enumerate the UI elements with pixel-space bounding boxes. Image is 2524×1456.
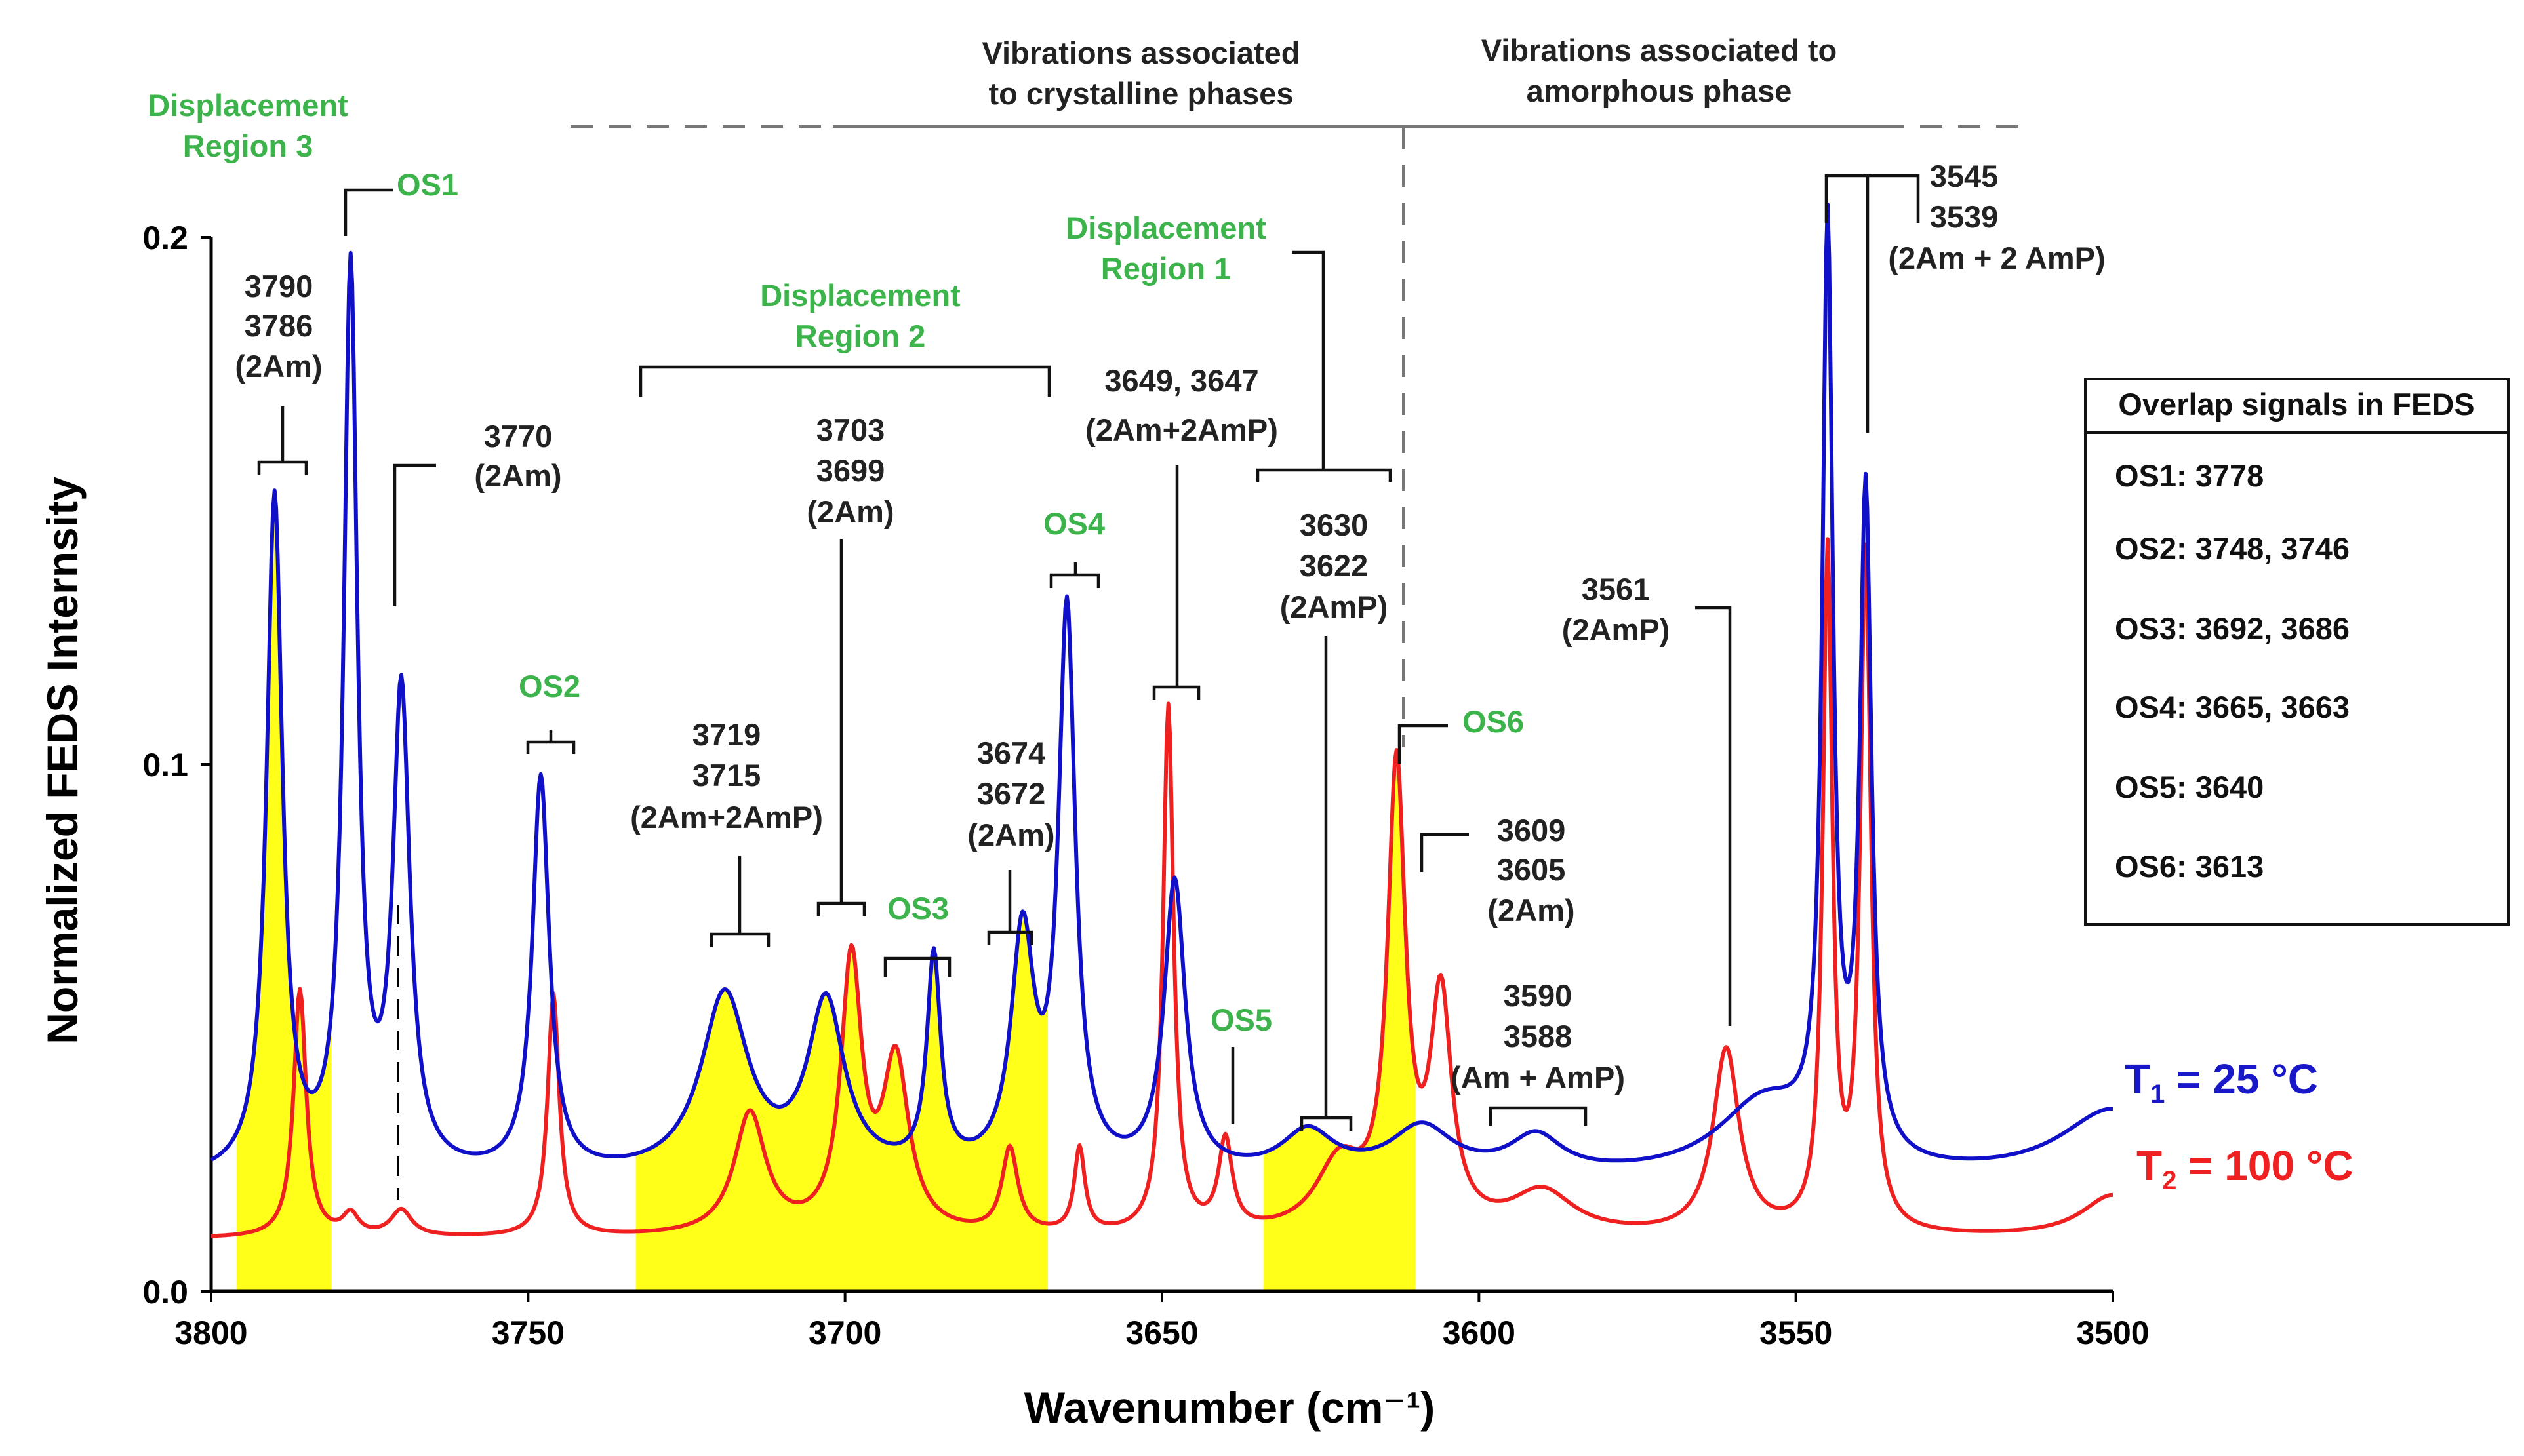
series-lines <box>210 202 2113 1238</box>
peak-label-3545-l3: (2Am + 2 AmP) <box>1888 241 2105 275</box>
peak-label-3719-l2: 3715 <box>692 758 761 793</box>
header-crystalline-line1: Vibrations associated <box>982 35 1300 70</box>
overlap-signals-box: Overlap signals in FEDS OS1: 3778 OS2: 3… <box>2084 378 2510 926</box>
x-tick-label: 3600 <box>1443 1314 1515 1351</box>
peak-label-3561-l2: (2AmP) <box>1562 612 1670 647</box>
peak-label-3630-l3: (2AmP) <box>1280 589 1388 624</box>
peak-label-3561: 3561 (2AmP) <box>1562 572 1670 647</box>
y-tick-label: 0.2 <box>142 220 188 256</box>
x-tick-label: 3500 <box>2076 1314 2149 1351</box>
peak-label-3703-l3: (2Am) <box>807 494 894 529</box>
shaded-region-3 <box>1263 750 1416 1291</box>
disp-region2-line2: Region 2 <box>795 319 925 353</box>
overlap-item: OS4: 3665, 3663 <box>2115 690 2350 724</box>
peak-label-3674-l2: 3672 <box>977 776 1046 811</box>
peak-label-3545: 3545 3539 (2Am + 2 AmP) <box>1888 159 2105 275</box>
x-tick-label: 3650 <box>1125 1314 1198 1351</box>
legend-t1: T1 = 25 °C <box>2125 1055 2318 1109</box>
peak-label-3790: 3790 3786 (2Am) <box>235 269 322 384</box>
overlap-item: OS3: 3692, 3686 <box>2115 611 2350 646</box>
disp-region3-line2: Region 3 <box>183 128 313 163</box>
series-line-t1-25c <box>210 202 2113 1163</box>
overlap-item: OS1: 3778 <box>2115 458 2264 493</box>
y-tick-label: 0.1 <box>142 747 188 783</box>
os2-label: OS2 <box>519 669 580 703</box>
shaded-region-1 <box>236 490 332 1291</box>
os3-label: OS3 <box>887 891 949 926</box>
peak-label-3630-l1: 3630 <box>1300 507 1369 542</box>
x-tick-label: 3550 <box>1759 1314 1832 1351</box>
peak-label-3630-l2: 3622 <box>1300 548 1369 583</box>
peak-label-3590-l2: 3588 <box>1504 1019 1572 1053</box>
peak-label-3545-l2: 3539 <box>1930 199 1999 234</box>
peak-label-3609: 3609 3605 (2Am) <box>1487 813 1574 928</box>
peak-label-3590-l3: (Am + AmP) <box>1451 1060 1625 1095</box>
disp-region1-line2: Region 1 <box>1101 251 1231 286</box>
peak-label-3719-l1: 3719 <box>692 717 761 752</box>
header-amorphous-line2: amorphous phase <box>1527 73 1792 108</box>
peak-label-3561-l1: 3561 <box>1582 572 1651 606</box>
shaded-region-2 <box>635 911 1048 1291</box>
peak-label-3630: 3630 3622 (2AmP) <box>1280 507 1388 624</box>
series-line-t2-100c <box>210 537 2113 1238</box>
peak-label-3703-l2: 3699 <box>816 453 885 488</box>
peak-label-3703-l1: 3703 <box>816 412 885 447</box>
disp-region3-line1: Displacement <box>148 88 348 123</box>
peak-label-3770: 3770 (2Am) <box>474 419 561 493</box>
peak-label-3719: 3719 3715 (2Am+2AmP) <box>630 717 823 835</box>
overlap-item: OS2: 3748, 3746 <box>2115 531 2350 566</box>
peak-label-3674-l3: (2Am) <box>967 817 1054 852</box>
peak-label-3649-l1: 3649, 3647 <box>1104 363 1258 398</box>
os5-label: OS5 <box>1211 1002 1272 1037</box>
annotation-brackets <box>257 174 1920 1131</box>
peak-label-3609-l2: 3605 <box>1497 852 1566 887</box>
peak-label-3590: 3590 3588 (Am + AmP) <box>1451 978 1625 1095</box>
peak-label-3790-l2: 3786 <box>245 308 313 343</box>
y-axis-title: Normalized FEDS Internsity <box>38 477 87 1044</box>
overlap-box-title: Overlap signals in FEDS <box>2118 387 2474 422</box>
x-axis-title: Wavenumber (cm⁻¹) <box>1024 1383 1435 1432</box>
peak-label-3649-l2: (2Am+2AmP) <box>1085 412 1278 447</box>
peak-label-3790-l3: (2Am) <box>235 349 322 384</box>
peak-label-3649: 3649, 3647 (2Am+2AmP) <box>1085 363 1278 447</box>
header-crystalline-line2: to crystalline phases <box>989 76 1294 111</box>
overlap-item: OS6: 3613 <box>2115 849 2264 884</box>
tick-marks: 3800 3750 3700 3650 3600 3550 3500 0.0 0.1 0.2 <box>142 220 2149 1351</box>
peak-label-3590-l1: 3590 <box>1504 978 1572 1013</box>
x-tick-label: 3700 <box>809 1314 881 1351</box>
peak-label-3703: 3703 3699 (2Am) <box>807 412 894 529</box>
legend-t2: T2 = 100 °C <box>2136 1142 2354 1195</box>
peak-label-3545-l1: 3545 <box>1930 159 1999 193</box>
header-amorphous-line1: Vibrations associated to <box>1481 33 1837 68</box>
y-tick-label: 0.0 <box>142 1274 188 1310</box>
disp-region2-line1: Displacement <box>760 278 961 313</box>
peak-label-3770-l2: (2Am) <box>474 458 561 493</box>
peak-label-3790-l1: 3790 <box>245 269 313 304</box>
x-tick-label: 3800 <box>174 1314 247 1351</box>
x-tick-label: 3750 <box>492 1314 565 1351</box>
os4-label: OS4 <box>1043 506 1105 541</box>
peak-label-3609-l1: 3609 <box>1497 813 1566 848</box>
peak-label-3674: 3674 3672 (2Am) <box>967 736 1054 852</box>
peak-label-3719-l3: (2Am+2AmP) <box>630 800 823 835</box>
peak-label-3674-l1: 3674 <box>977 736 1046 770</box>
peak-label-3770-l1: 3770 <box>484 419 553 454</box>
disp-region1-line1: Displacement <box>1066 210 1266 245</box>
os1-label: OS1 <box>397 167 458 202</box>
peak-label-3609-l3: (2Am) <box>1487 893 1574 928</box>
overlap-item: OS5: 3640 <box>2115 770 2264 804</box>
os6-label: OS6 <box>1462 704 1524 739</box>
phase-divider <box>571 125 2033 747</box>
